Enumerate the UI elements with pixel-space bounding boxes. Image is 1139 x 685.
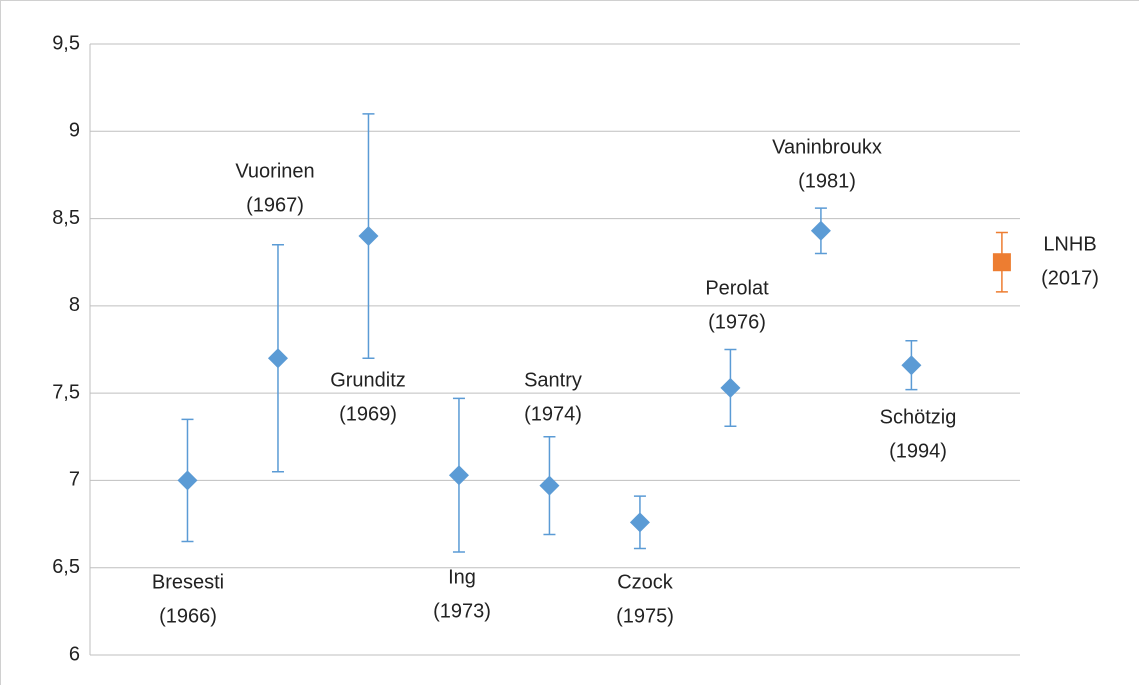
y-tick-label: 8,5	[52, 207, 80, 229]
y-tick-label: 8	[69, 294, 80, 316]
y-tick-label: 9	[69, 120, 80, 142]
marker	[539, 475, 560, 496]
marker	[810, 220, 831, 241]
point-label: Vuorinen	[235, 160, 314, 182]
point-label: LNHB	[1043, 233, 1096, 255]
point-label: Czock	[617, 571, 674, 593]
marker	[992, 253, 1011, 272]
point-label: Vaninbroukx	[772, 136, 882, 158]
y-tick-label: 6	[69, 643, 80, 665]
point-label: (1969)	[339, 403, 397, 425]
point-label: Ing	[448, 566, 476, 588]
y-tick-label: 7,5	[52, 381, 80, 403]
marker	[448, 465, 469, 486]
point-label: Grunditz	[330, 369, 406, 391]
point-label: Perolat	[705, 277, 769, 299]
point-label: (1966)	[159, 605, 217, 627]
point-label: (1981)	[798, 170, 856, 192]
point-label: (1973)	[433, 600, 491, 622]
point-label: (1994)	[889, 440, 947, 462]
marker	[901, 355, 922, 376]
y-tick-label: 6,5	[52, 556, 80, 578]
marker	[267, 348, 288, 369]
point-label: Bresesti	[152, 571, 224, 593]
marker	[177, 470, 198, 491]
point-label: (1974)	[524, 403, 582, 425]
marker	[358, 226, 379, 247]
point-label: Schötzig	[880, 406, 957, 428]
point-label: Santry	[524, 369, 582, 391]
marker	[720, 377, 741, 398]
point-label: (2017)	[1041, 267, 1099, 289]
marker	[629, 512, 650, 533]
y-tick-label: 9,5	[52, 32, 80, 54]
point-label: (1967)	[246, 194, 304, 216]
y-tick-label: 7	[69, 469, 80, 491]
point-label: (1975)	[616, 605, 674, 627]
point-label: (1976)	[708, 311, 766, 333]
